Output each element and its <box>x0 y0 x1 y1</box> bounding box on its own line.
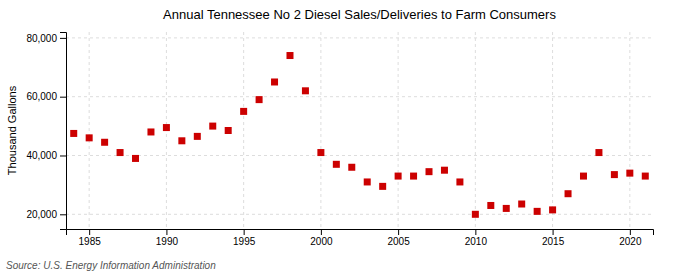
title: Annual Tennessee No 2 Diesel Sales/Deliv… <box>163 7 556 22</box>
point <box>317 149 324 156</box>
chart-container: 1985 1990 1995 2000 2005 2010 2015 2020 20,000 40… <box>0 0 675 275</box>
x-tick: 2020 <box>619 229 642 247</box>
x-tick: 2010 <box>465 229 488 247</box>
x-tick-label: 2000 <box>310 236 333 247</box>
x-tick-label: 2015 <box>542 236 565 247</box>
y-axis-line <box>60 33 67 230</box>
x-tick: 2005 <box>387 229 410 247</box>
point <box>364 178 371 185</box>
point <box>441 167 448 174</box>
x-tick-label: 2020 <box>619 236 642 247</box>
x-grid-line <box>320 32 321 229</box>
y-grid-line <box>66 37 653 38</box>
x-grid-line <box>89 32 90 229</box>
x-tick: 1990 <box>156 229 179 247</box>
x-tick-mark <box>398 229 399 235</box>
point <box>487 202 494 209</box>
point <box>147 128 154 135</box>
y-tick: 60,000 <box>26 91 66 102</box>
point <box>163 124 170 131</box>
x-axis-line <box>67 230 654 236</box>
y-tick: 20,000 <box>26 209 66 220</box>
x-tick-mark <box>244 229 245 235</box>
point <box>333 161 340 168</box>
x-tick-mark <box>475 229 476 235</box>
y-grid-line <box>66 214 653 215</box>
point <box>549 206 556 213</box>
point <box>395 173 402 180</box>
source-note: Source: U.S. Energy Information Administ… <box>6 260 216 271</box>
point <box>86 134 93 141</box>
y-tick-label: 40,000 <box>26 150 57 161</box>
point <box>209 123 216 130</box>
y-tick-mark <box>60 155 66 156</box>
point <box>101 139 108 146</box>
point <box>626 170 633 177</box>
point <box>426 168 433 175</box>
x-tick-label: 2005 <box>387 236 410 247</box>
point <box>117 149 124 156</box>
point <box>518 201 525 208</box>
y-axis: 20,000 40,000 60,000 80,000 <box>26 33 66 230</box>
x-axis: 1985 1990 1995 2000 2005 2010 2015 2020 <box>67 229 654 247</box>
x-tick-label: 2010 <box>465 236 488 247</box>
x-tick-mark <box>630 229 631 235</box>
x-tick-label: 1995 <box>233 236 256 247</box>
x-grid-line <box>629 32 630 229</box>
y-tick-label: 20,000 <box>26 209 57 220</box>
point <box>472 211 479 218</box>
point <box>565 190 572 197</box>
x-tick: 2000 <box>310 229 333 247</box>
point <box>580 173 587 180</box>
x-grid-line <box>398 32 399 229</box>
point <box>194 133 201 140</box>
x-tick-mark <box>89 229 90 235</box>
y-grid-line <box>66 96 653 97</box>
point <box>286 52 293 59</box>
point <box>595 149 602 156</box>
point <box>302 87 309 94</box>
point <box>410 173 417 180</box>
point <box>225 127 232 134</box>
point <box>271 78 278 85</box>
x-tick-label: 1985 <box>79 236 102 247</box>
y-tick: 80,000 <box>26 33 66 44</box>
point <box>456 178 463 185</box>
y-tick-mark <box>60 214 66 215</box>
point <box>70 130 77 137</box>
x-tick: 1985 <box>79 229 102 247</box>
x-tick: 1995 <box>233 229 256 247</box>
x-tick-mark <box>321 229 322 235</box>
x-tick: 2015 <box>542 229 565 247</box>
x-tick-mark <box>553 229 554 235</box>
point <box>132 155 139 162</box>
point <box>256 96 263 103</box>
point <box>534 208 541 215</box>
x-grid-line <box>475 32 476 229</box>
x-grid-line <box>552 32 553 229</box>
point <box>611 171 618 178</box>
x-grid-line <box>243 32 244 229</box>
y-axis-title: Thousand Gallons <box>6 85 18 175</box>
y-grid-line <box>66 155 653 156</box>
point <box>348 164 355 171</box>
y-tick-mark <box>60 97 66 98</box>
point <box>178 137 185 144</box>
grid <box>66 32 653 229</box>
y-tick-label: 60,000 <box>26 91 57 102</box>
chart-svg: 1985 1990 1995 2000 2005 2010 2015 2020 20,000 40… <box>0 0 675 275</box>
point <box>503 205 510 212</box>
y-tick: 40,000 <box>26 150 66 161</box>
plot-area: 1985 1990 1995 2000 2005 2010 2015 2020 20,000 40… <box>26 32 653 247</box>
y-tick-label: 80,000 <box>26 33 57 44</box>
point <box>642 173 649 180</box>
point <box>379 183 386 190</box>
point <box>240 108 247 115</box>
x-tick-label: 1990 <box>156 236 179 247</box>
x-tick-mark <box>166 229 167 235</box>
points <box>70 52 649 218</box>
y-tick-mark <box>60 38 66 39</box>
